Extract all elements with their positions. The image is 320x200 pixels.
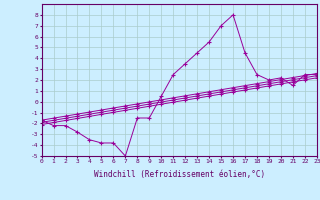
X-axis label: Windchill (Refroidissement éolien,°C): Windchill (Refroidissement éolien,°C) xyxy=(94,170,265,179)
